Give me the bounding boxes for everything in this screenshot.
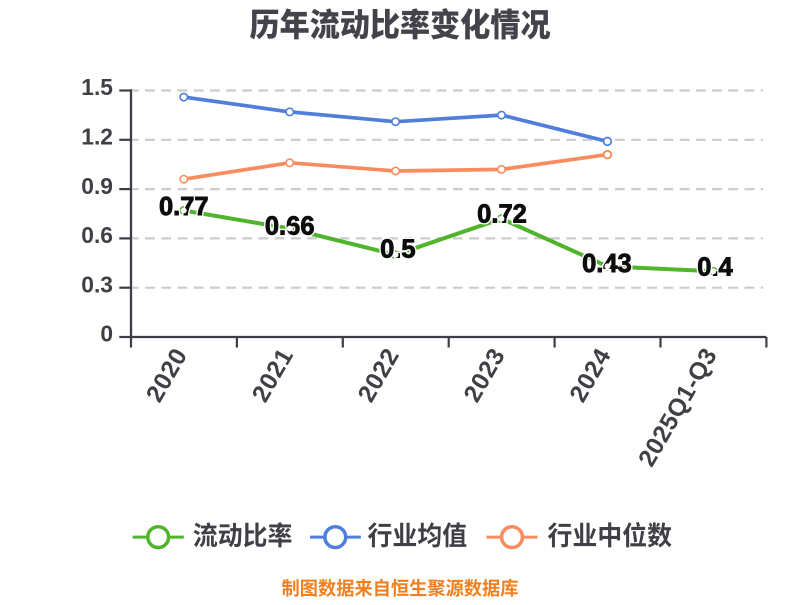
svg-text:0.43: 0.43: [582, 250, 632, 278]
svg-text:0.3: 0.3: [81, 271, 113, 297]
svg-text:0.77: 0.77: [159, 193, 209, 221]
svg-text:1.2: 1.2: [81, 124, 113, 150]
svg-text:0.43: 0.43: [582, 250, 632, 278]
svg-text:0.72: 0.72: [477, 200, 527, 228]
svg-text:1.5: 1.5: [81, 74, 113, 100]
svg-text:2023: 2023: [459, 344, 511, 407]
svg-text:0.5: 0.5: [380, 236, 415, 264]
svg-text:2022: 2022: [353, 344, 405, 407]
svg-text:0.77: 0.77: [159, 193, 209, 221]
svg-text:0.4: 0.4: [697, 254, 733, 282]
svg-text:2025Q1-Q3: 2025Q1-Q3: [634, 344, 723, 472]
svg-text:0.4: 0.4: [697, 254, 733, 282]
svg-text:2021: 2021: [247, 344, 299, 407]
svg-text:0.66: 0.66: [265, 213, 315, 241]
svg-text:0.5: 0.5: [380, 236, 415, 264]
svg-text:0.6: 0.6: [81, 222, 113, 248]
svg-text:2024: 2024: [565, 344, 617, 407]
svg-text:0: 0: [100, 321, 113, 347]
svg-text:2020: 2020: [141, 344, 193, 407]
svg-text:0.72: 0.72: [477, 200, 527, 228]
svg-text:0.9: 0.9: [81, 173, 113, 199]
